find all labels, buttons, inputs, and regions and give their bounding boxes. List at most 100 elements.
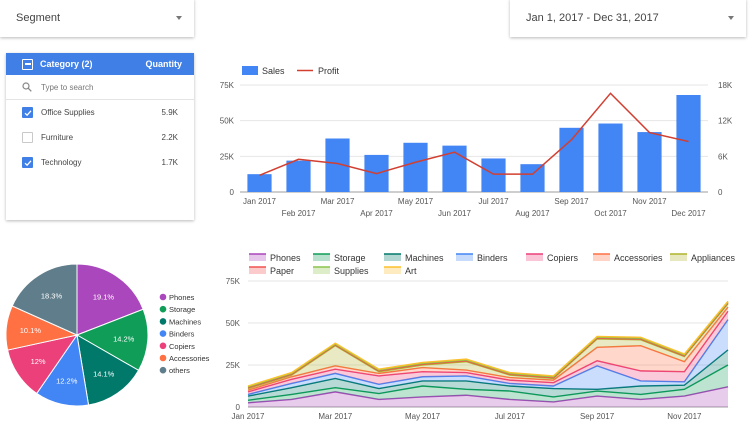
legend-label-binders: Binders	[169, 330, 195, 339]
legend-label-machines: Machines	[169, 317, 201, 326]
pie-slice-label: 14.2%	[113, 335, 135, 344]
category-item-label: Technology	[41, 158, 82, 167]
area-line-machines	[247, 349, 729, 397]
legend-swatch-others	[159, 366, 167, 374]
pie-slice-label: 18.3%	[41, 292, 63, 301]
area-line-accessories	[247, 306, 729, 391]
category-item-value: 5.9K	[161, 108, 178, 117]
area-storage	[248, 365, 728, 403]
bar-sep-2017	[559, 127, 584, 192]
category-metric-label[interactable]: Quantity	[145, 59, 182, 69]
checkbox-checked[interactable]	[22, 157, 33, 168]
category-filter-title: Category (2)	[40, 59, 93, 69]
y2-tick-label: 18K	[718, 81, 733, 90]
area-line-copiers	[247, 310, 729, 393]
subcategory-area-chart: Phones Storage Machines Binders Copiers Acces…	[226, 253, 736, 421]
category-item-technology[interactable]: Technology 1.7K	[6, 150, 194, 175]
bar-oct-2017	[598, 123, 623, 192]
y-tick-label: 0	[230, 188, 235, 197]
legend-label-sales: Sales	[262, 66, 285, 76]
pie-slice-label: 14.1%	[93, 370, 115, 379]
checkbox-unchecked[interactable]	[22, 132, 33, 143]
bar-nov-2017	[637, 132, 662, 192]
pie-slice-label: 19.1%	[93, 292, 115, 301]
pie-slice-label: 10.1%	[20, 326, 42, 335]
profit-line	[259, 92, 689, 177]
category-filter-header: Category (2) Quantity	[6, 53, 194, 75]
x-tick-label: Mar 2017	[318, 412, 352, 421]
legend-swatch-supplies	[313, 267, 330, 274]
legend-swatch-accessories	[593, 254, 610, 261]
legend-label-binders: Binders	[477, 253, 508, 263]
pie-slice-storage	[75, 308, 149, 372]
checkmark-icon	[24, 109, 31, 116]
search-icon	[22, 82, 32, 92]
y-tick-label: 50K	[220, 117, 235, 126]
category-item-label: Furniture	[41, 133, 74, 142]
pie-slice-others	[11, 263, 78, 336]
pie-slice-label: 12%	[31, 357, 46, 366]
y-tick-label: 50K	[226, 319, 241, 328]
x-tick-label: Aug 2017	[515, 209, 550, 218]
segment-dropdown[interactable]: Segment	[0, 0, 194, 37]
area-line-phones	[247, 386, 729, 404]
area-line-binders	[247, 319, 729, 396]
legend-swatch-storage	[313, 254, 330, 261]
legend-swatch-paper	[249, 267, 266, 274]
legend-swatch-sales	[242, 66, 258, 75]
bar-jul-2017	[481, 158, 506, 192]
legend-label-paper: Paper	[270, 266, 294, 276]
select-all-checkbox[interactable]	[22, 58, 33, 70]
x-tick-label: May 2017	[405, 412, 441, 421]
bar-jan-2017	[247, 174, 272, 192]
legend-label-copiers: Copiers	[169, 342, 195, 351]
category-item-office-supplies[interactable]: Office Supplies 5.9K	[6, 100, 194, 125]
y-tick-label: 0	[236, 403, 241, 412]
legend-swatch-copiers	[526, 254, 543, 261]
date-range-dropdown[interactable]: Jan 1, 2017 - Dec 31, 2017	[510, 0, 746, 37]
x-tick-label: Dec 2017	[671, 209, 706, 218]
legend-label-phones: Phones	[169, 293, 195, 302]
x-tick-label: Feb 2017	[282, 209, 316, 218]
area-accessories	[248, 307, 728, 392]
chevron-down-icon	[728, 16, 734, 20]
legend-swatch-appliances	[670, 254, 687, 261]
y-tick-label: 75K	[220, 81, 235, 90]
category-search[interactable]: Type to search	[6, 75, 194, 100]
legend-swatch-phones	[249, 254, 266, 261]
x-tick-label: Oct 2017	[594, 209, 627, 218]
sales-profit-chart: Sales Profit 0 0 25K 6K 50K 12K 75K 18K Jan 2017 Fe…	[220, 66, 733, 218]
area-line-storage	[247, 364, 729, 401]
legend-label-profit: Profit	[318, 66, 340, 76]
legend-label-copiers: Copiers	[547, 253, 579, 263]
date-range-label: Jan 1, 2017 - Dec 31, 2017	[526, 12, 659, 24]
x-tick-label: Mar 2017	[321, 197, 355, 206]
legend-swatch-accessories	[159, 354, 167, 362]
pie-slice-phones	[76, 263, 144, 336]
legend-label-storage: Storage	[334, 253, 366, 263]
category-filter: Category (2) Quantity Type to search Off…	[6, 53, 194, 220]
bar-may-2017	[403, 142, 428, 192]
x-tick-label: Jun 2017	[438, 209, 471, 218]
y2-tick-label: 12K	[718, 117, 733, 126]
legend-swatch-art	[384, 267, 401, 274]
legend-label-others: others	[169, 366, 190, 375]
legend-swatch-machines	[159, 318, 167, 325]
bar-feb-2017	[286, 160, 311, 192]
area-line-art	[247, 300, 729, 387]
bar-dec-2017	[676, 94, 701, 192]
category-item-label: Office Supplies	[41, 108, 95, 117]
search-placeholder: Type to search	[41, 82, 94, 92]
legend-label-phones: Phones	[270, 253, 301, 263]
category-item-furniture[interactable]: Furniture 2.2K	[6, 125, 194, 150]
legend-swatch-binders	[159, 330, 167, 337]
segment-label: Segment	[16, 12, 61, 24]
legend-label-accessories: Accessories	[169, 354, 210, 363]
pie-slice-machines	[76, 334, 140, 406]
y-tick-label: 75K	[226, 277, 241, 286]
checkbox-checked[interactable]	[22, 107, 33, 118]
y-tick-label: 25K	[220, 152, 235, 161]
y2-tick-label: 6K	[718, 152, 728, 161]
legend-swatch-storage	[159, 305, 167, 313]
chevron-down-icon	[176, 16, 182, 20]
